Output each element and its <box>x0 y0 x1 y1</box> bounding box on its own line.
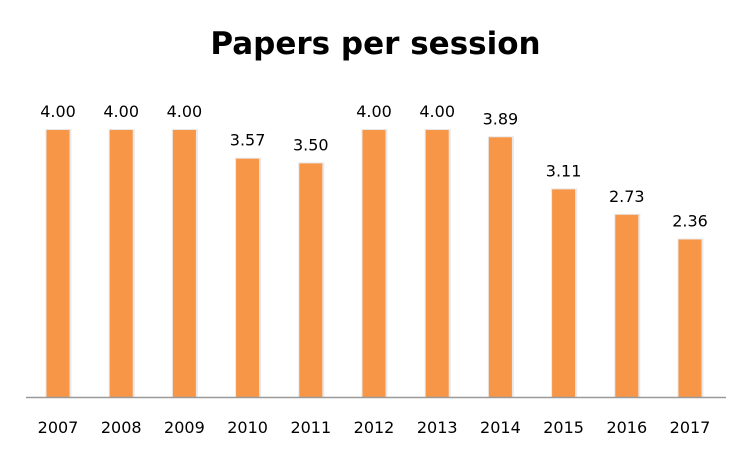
x-tick-2016: 2016 <box>606 418 647 437</box>
data-label-2008: 4.00 <box>103 102 139 121</box>
bars-group <box>45 129 704 398</box>
x-tick-2011: 2011 <box>290 418 331 437</box>
data-label-2013: 4.00 <box>419 102 455 121</box>
x-tick-2008: 2008 <box>101 418 142 437</box>
x-tick-2013: 2013 <box>417 418 458 437</box>
x-tick-2012: 2012 <box>354 418 395 437</box>
bar-2016 <box>615 214 639 397</box>
bar-2015 <box>552 189 576 397</box>
x-tick-2017: 2017 <box>670 418 711 437</box>
bar-2014 <box>488 137 512 398</box>
data-label-2012: 4.00 <box>356 102 392 121</box>
data-label-2009: 4.00 <box>167 102 203 121</box>
x-tick-labels-group: 2007 2008 2009 2010 2011 2012 2013 2014 2015 2016… <box>38 418 711 437</box>
bar-2017 <box>678 239 702 397</box>
data-label-2010: 3.57 <box>230 131 266 150</box>
bar-2012 <box>362 130 386 397</box>
chart-title: Papers per session <box>210 26 541 62</box>
data-label-2007: 4.00 <box>40 102 76 121</box>
bar-2009 <box>172 130 196 397</box>
data-label-2016: 2.73 <box>609 187 645 206</box>
bar-2013 <box>425 130 449 397</box>
x-tick-2007: 2007 <box>38 418 79 437</box>
bar-2007 <box>46 130 70 397</box>
x-tick-2015: 2015 <box>543 418 584 437</box>
bar-2010 <box>236 158 260 397</box>
bar-2011 <box>299 163 323 397</box>
data-labels-group: 4.00 4.00 4.00 3.57 3.50 4.00 4.00 3.89 3.11 2.73… <box>40 102 708 231</box>
data-label-2014: 3.89 <box>483 109 519 128</box>
x-tick-2010: 2010 <box>227 418 268 437</box>
data-label-2015: 3.11 <box>546 161 582 180</box>
data-label-2011: 3.50 <box>293 135 329 154</box>
x-tick-2009: 2009 <box>164 418 205 437</box>
x-tick-2014: 2014 <box>480 418 521 437</box>
data-label-2017: 2.36 <box>672 212 708 231</box>
bar-2008 <box>109 130 133 397</box>
